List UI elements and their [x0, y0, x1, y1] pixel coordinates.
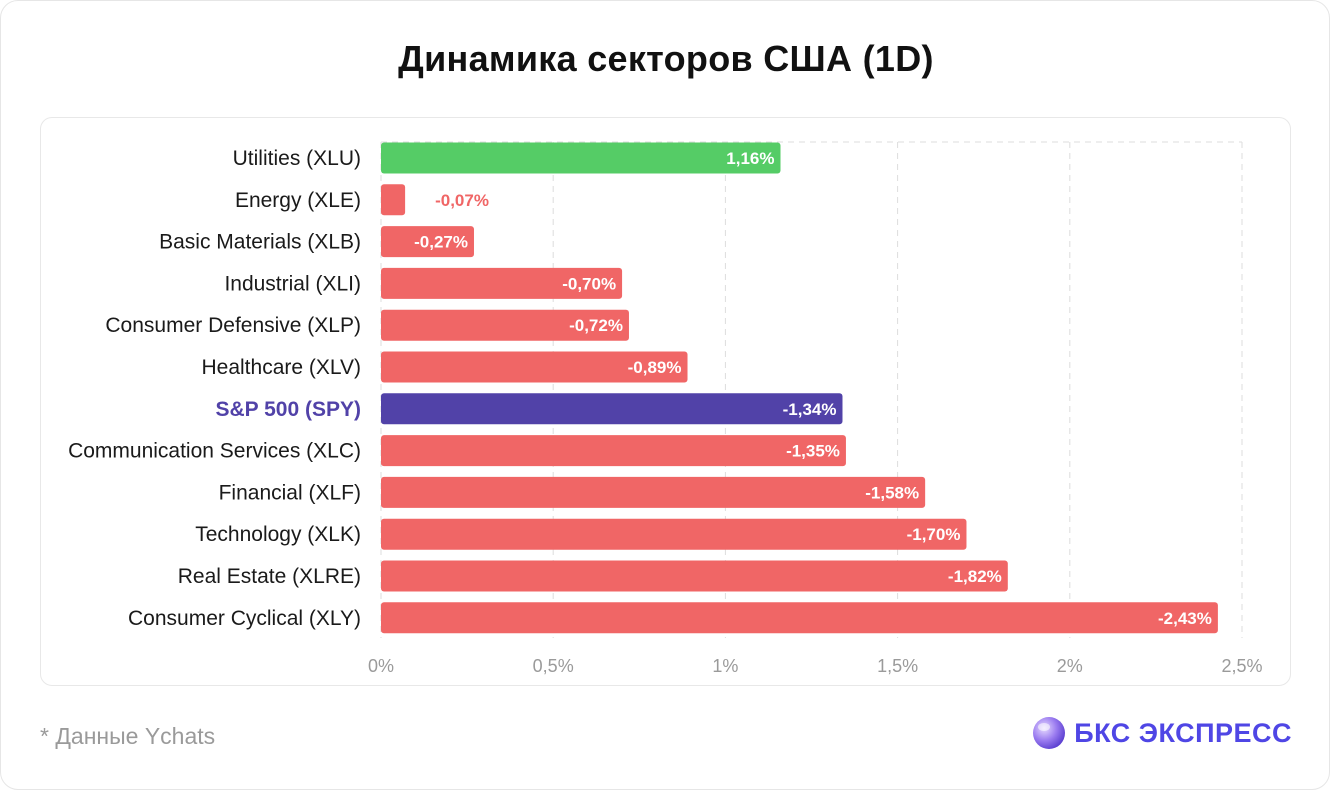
category-label: Financial (XLF)	[219, 481, 361, 504]
data-label: -1,82%	[948, 567, 1002, 586]
x-tick-label: 0,5%	[533, 656, 574, 676]
bar	[381, 184, 406, 216]
bar	[381, 393, 843, 425]
bar	[381, 518, 967, 550]
bar	[381, 267, 623, 299]
bar	[381, 560, 1008, 592]
category-label: Energy (XLE)	[235, 189, 361, 212]
data-label: -2,43%	[1158, 609, 1212, 628]
x-tick-label: 0%	[368, 656, 394, 676]
data-label: -0,27%	[414, 233, 468, 252]
data-label: -0,07%	[435, 191, 489, 210]
category-label: Utilities (XLU)	[233, 147, 361, 170]
chart-title: Динамика секторов США (1D)	[398, 38, 934, 79]
category-label: Industrial (XLI)	[224, 272, 361, 295]
bar	[381, 602, 1218, 634]
category-label: Technology (XLK)	[195, 523, 361, 546]
brand-logo: БКС ЭКСПРЕСС	[1032, 716, 1292, 750]
bar	[381, 309, 629, 341]
data-label: -1,34%	[783, 400, 837, 419]
x-tick-label: 2,5%	[1221, 656, 1262, 676]
bar	[381, 142, 781, 174]
data-label: -0,72%	[569, 316, 623, 335]
bar-chart: 0% 0,5% 1% 1,5% 2% 2,5% Utilities (XLU) 1,16% En…	[68, 141, 1263, 676]
bar	[381, 226, 474, 258]
brand-name: БКС ЭКСПРЕСС	[1074, 717, 1292, 748]
bar	[381, 351, 688, 383]
x-tick-label: 2%	[1057, 656, 1083, 676]
bar	[381, 476, 926, 508]
x-tick-label: 1,5%	[877, 656, 918, 676]
category-label: Real Estate (XLRE)	[178, 565, 361, 588]
plot-area: 0% 0,5% 1% 1,5% 2% 2,5% Utilities (XLU) 1,16% En…	[40, 117, 1291, 686]
data-label: -1,35%	[786, 442, 840, 461]
bcs-sphere-icon	[1033, 717, 1066, 749]
bar	[381, 435, 846, 467]
category-label: Healthcare (XLV)	[201, 356, 361, 379]
data-source-note: * Данные Ychats	[40, 723, 216, 749]
x-tick-label: 1%	[712, 656, 738, 676]
data-label: 1,16%	[726, 149, 774, 168]
data-label: -0,70%	[562, 274, 616, 293]
category-label: Consumer Cyclical (XLY)	[128, 607, 361, 630]
category-label: Basic Materials (XLB)	[159, 231, 361, 254]
category-label: Communication Services (XLC)	[68, 440, 361, 463]
data-label: -0,89%	[628, 358, 682, 377]
category-label: Consumer Defensive (XLP)	[105, 314, 361, 337]
data-label: -1,58%	[865, 483, 919, 502]
data-label: -1,70%	[907, 525, 961, 544]
category-label: S&P 500 (SPY)	[215, 398, 361, 421]
